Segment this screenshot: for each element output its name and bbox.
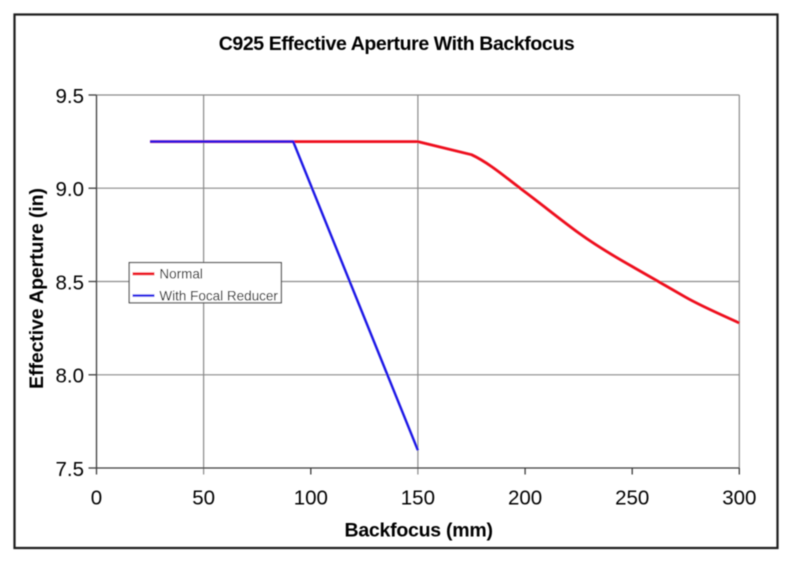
svg-text:7.5: 7.5 [56, 458, 85, 481]
svg-text:8.5: 8.5 [56, 271, 85, 294]
svg-text:100: 100 [294, 487, 328, 510]
svg-text:250: 250 [615, 487, 649, 510]
svg-text:With Focal Reducer: With Focal Reducer [159, 288, 278, 303]
svg-text:Normal: Normal [159, 267, 203, 282]
svg-text:50: 50 [192, 487, 215, 510]
svg-text:Backfocus (mm): Backfocus (mm) [344, 519, 492, 541]
svg-text:150: 150 [401, 487, 435, 510]
svg-text:200: 200 [508, 487, 542, 510]
svg-text:9.5: 9.5 [56, 85, 85, 108]
svg-text:300: 300 [722, 487, 756, 510]
svg-text:9.0: 9.0 [56, 178, 85, 201]
svg-text:Effective Aperture (in): Effective Aperture (in) [26, 188, 48, 389]
svg-text:C925 Effective Aperture With B: C925 Effective Aperture With Backfocus [219, 33, 575, 55]
svg-text:0: 0 [91, 487, 102, 510]
svg-text:8.0: 8.0 [56, 365, 85, 388]
